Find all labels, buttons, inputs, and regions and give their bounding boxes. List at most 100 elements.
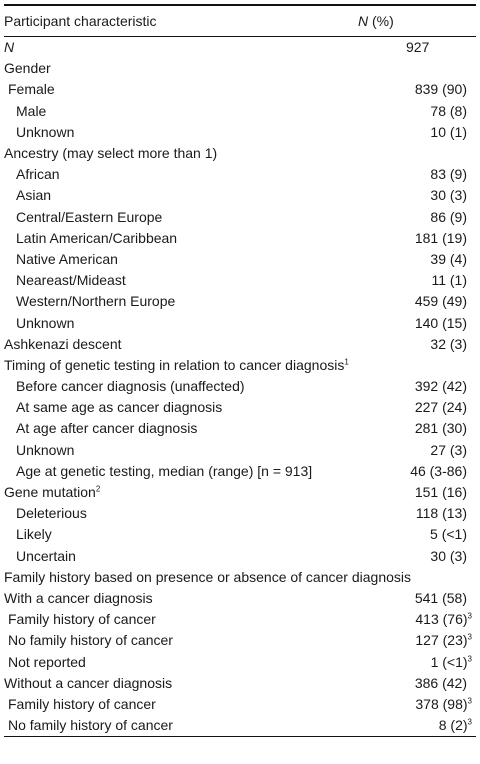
row-label: Gender (4, 58, 382, 79)
row-value: 78 (8) (382, 101, 476, 122)
table-row: Age at genetic testing, median (range) [… (4, 461, 476, 482)
footnote-marker: 2 (95, 484, 101, 494)
row-label: Ashkenazi descent (4, 334, 382, 355)
table-body: N 927 Gender Female 839 (90) Male 78 (8) Unknow… (4, 37, 476, 738)
row-label-text: Uncertain (16, 547, 76, 564)
row-label-text: Timing of genetic testing in relation to… (4, 356, 345, 373)
row-label: Unknown (4, 313, 382, 334)
row-label-text: Unknown (16, 123, 75, 140)
table-row: Unknown 10 (1) (4, 122, 476, 143)
row-value: 10 (1) (382, 122, 476, 143)
table-row: No family history of cancer 127 (23)3 (4, 630, 476, 651)
row-label-text: Not reported (8, 653, 86, 670)
row-label: N (4, 37, 390, 58)
row-label-text: With a cancer diagnosis (4, 589, 153, 606)
row-value: 459 (49) (382, 291, 476, 312)
row-label-text: Age at genetic testing, median (range) [… (16, 462, 313, 479)
table-row: Gender (4, 58, 476, 79)
row-value-text: 78 (8) (430, 102, 467, 119)
row-label-text: African (16, 166, 60, 183)
row-label-text: N (4, 39, 15, 56)
row-label-text: Unknown (16, 314, 75, 331)
row-value-text: 140 (15) (414, 314, 467, 331)
table-row: Deleterious 118 (13) (4, 503, 476, 524)
table-row: Central/Eastern Europe 86 (9) (4, 207, 476, 228)
table-row: Gene mutation2 151 (16) (4, 482, 476, 503)
table-row: Family history of cancer 413 (76)3 (4, 609, 476, 630)
table-row: At same age as cancer diagnosis 227 (24) (4, 397, 476, 418)
row-value: 46 (3-86) (382, 461, 476, 482)
row-label-text: Western/Northern Europe (16, 293, 176, 310)
row-value: 386 (42) (382, 673, 476, 694)
row-label-text: Family history of cancer (8, 695, 156, 712)
row-value: 39 (4) (382, 249, 476, 270)
row-label-text: Female (8, 81, 55, 98)
row-value-text: 1 (<1) (430, 653, 468, 670)
row-value-text: 10 (1) (430, 123, 467, 140)
row-value (382, 355, 476, 376)
row-value-text: 30 (3) (430, 547, 467, 564)
row-label: Without a cancer diagnosis (4, 673, 382, 694)
row-label-text: Latin American/Caribbean (16, 229, 178, 246)
table-row: N 927 (4, 37, 476, 58)
row-label: Female (4, 79, 382, 100)
row-value: 30 (3) (382, 185, 476, 206)
row-value: 83 (9) (382, 164, 476, 185)
row-label: Neareast/Mideast (4, 270, 382, 291)
table-header: Participant characteristic N (%) (4, 6, 476, 37)
table-row: Not reported 1 (<1)3 (4, 651, 476, 672)
row-label-text: Ashkenazi descent (4, 335, 122, 352)
row-label-text: Without a cancer diagnosis (4, 674, 173, 691)
row-value-text: 413 (76) (415, 611, 468, 628)
row-label-text: Neareast/Mideast (16, 272, 126, 289)
row-label: No family history of cancer (4, 630, 382, 651)
table-row: At age after cancer diagnosis 281 (30) (4, 418, 476, 439)
row-value: 927 (390, 37, 476, 58)
row-label: Unknown (4, 440, 382, 461)
row-value: 281 (30) (382, 418, 476, 439)
row-value-text: 378 (98) (415, 695, 468, 712)
row-value-text: 39 (4) (430, 250, 467, 267)
row-value: 86 (9) (382, 207, 476, 228)
row-label-text: No family history of cancer (8, 632, 173, 649)
table-row: Western/Northern Europe 459 (49) (4, 291, 476, 312)
row-value-text: 27 (3) (430, 441, 467, 458)
row-label: At age after cancer diagnosis (4, 418, 382, 439)
table-row: Male 78 (8) (4, 101, 476, 122)
row-label: With a cancer diagnosis (4, 588, 382, 609)
row-value: 118 (13) (382, 503, 476, 524)
row-label: Likely (4, 524, 382, 545)
row-value: 8 (2)3 (382, 715, 476, 736)
row-label-text: Family history of cancer (8, 611, 156, 628)
row-label: No family history of cancer (4, 715, 382, 736)
row-value-text: 32 (3) (430, 335, 467, 352)
row-value-text: 392 (42) (414, 378, 467, 395)
row-label: Western/Northern Europe (4, 291, 382, 312)
header-n: N (358, 13, 369, 29)
table-row: Female 839 (90) (4, 79, 476, 100)
table-row: Unknown 27 (3) (4, 440, 476, 461)
row-label: Gene mutation2 (4, 482, 382, 503)
row-label: Not reported (4, 652, 382, 673)
row-label: Unknown (4, 122, 382, 143)
row-value: 140 (15) (382, 313, 476, 334)
row-value-text: 927 (406, 39, 430, 56)
row-label-text: Likely (16, 526, 52, 543)
row-value-text: 8 (2) (438, 717, 468, 734)
footnote-marker: 3 (467, 632, 472, 642)
row-value-text: 227 (24) (414, 399, 467, 416)
row-label: Native American (4, 249, 382, 270)
table-row: Asian 30 (3) (4, 185, 476, 206)
footnote-marker: 3 (467, 653, 472, 663)
row-value-text: 541 (58) (414, 589, 467, 606)
row-value: 378 (98)3 (382, 694, 476, 715)
row-label: Uncertain (4, 546, 382, 567)
row-label: Before cancer diagnosis (unaffected) (4, 376, 382, 397)
row-label-text: Before cancer diagnosis (unaffected) (16, 378, 245, 395)
row-value-text: 839 (90) (414, 81, 467, 98)
row-value: 30 (3) (382, 546, 476, 567)
table-row: African 83 (9) (4, 164, 476, 185)
row-value: 392 (42) (382, 376, 476, 397)
row-label-text: Male (16, 102, 47, 119)
row-label-text: At same age as cancer diagnosis (16, 399, 223, 416)
